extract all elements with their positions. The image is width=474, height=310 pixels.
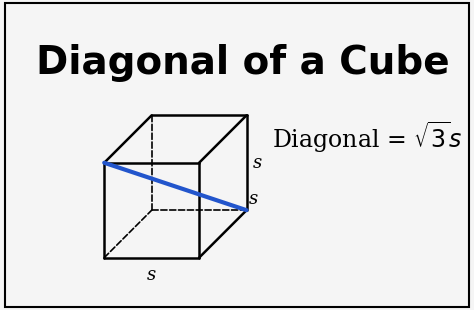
Text: Diagonal of a Cube: Diagonal of a Cube [36, 44, 450, 82]
Text: s: s [147, 266, 156, 284]
Text: Diagonal = $\sqrt{3}s$: Diagonal = $\sqrt{3}s$ [272, 119, 462, 155]
Text: s: s [248, 190, 258, 208]
Text: s: s [253, 154, 263, 172]
